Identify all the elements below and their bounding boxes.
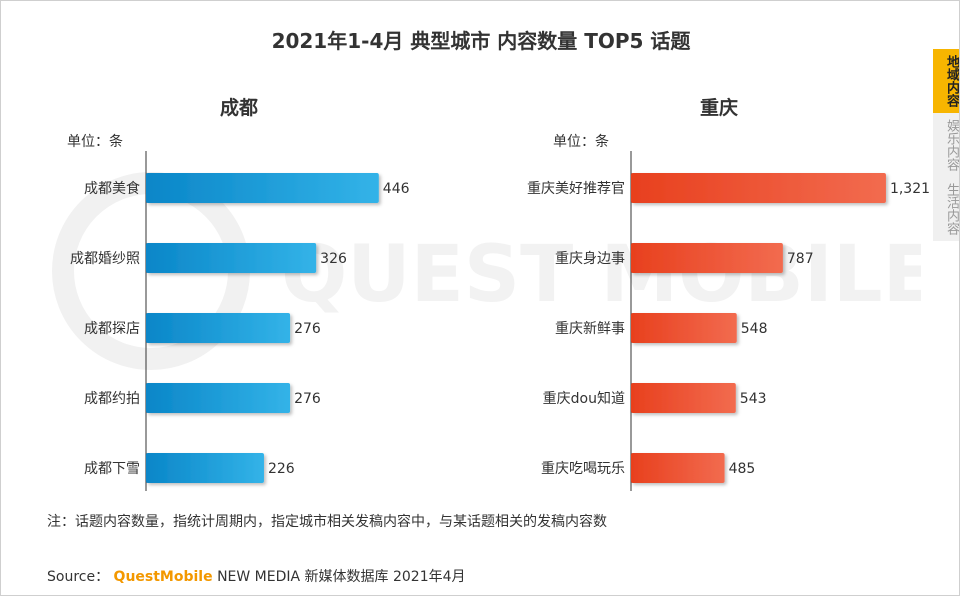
chongqing-value-label: 787 bbox=[787, 251, 814, 267]
chengdu-value-label: 226 bbox=[268, 461, 295, 477]
chongqing-bar bbox=[631, 313, 737, 343]
chengdu-bar bbox=[146, 243, 317, 273]
chengdu-category-label: 成都下雪 bbox=[84, 461, 140, 477]
chongqing-value-label: 485 bbox=[729, 461, 756, 477]
chengdu-bar bbox=[146, 173, 379, 203]
chengdu-unit-label: 单位：条 bbox=[67, 134, 123, 150]
side-nav: 地域内容 娱乐内容 生活内容 bbox=[933, 49, 959, 241]
chengdu-category-label: 成都探店 bbox=[84, 321, 140, 337]
chengdu-category-label: 成都婚纱照 bbox=[70, 251, 140, 267]
chongqing-value-label: 548 bbox=[741, 321, 768, 337]
chengdu-value-label: 446 bbox=[383, 181, 410, 197]
chongqing-category-label: 重庆身边事 bbox=[555, 251, 625, 267]
source-prefix: Source： bbox=[47, 569, 110, 585]
chongqing-value-label: 1,321 bbox=[890, 181, 930, 197]
page-title: 2021年1-4月 典型城市 内容数量 TOP5 话题 bbox=[271, 29, 691, 53]
chongqing-bar bbox=[631, 383, 736, 413]
chengdu-panel-title: 成都 bbox=[220, 97, 259, 119]
chongqing-category-label: 重庆新鲜事 bbox=[555, 321, 625, 337]
chengdu-category-label: 成都美食 bbox=[84, 180, 140, 197]
chongqing-unit-label: 单位：条 bbox=[553, 134, 609, 150]
chengdu-value-label: 326 bbox=[320, 251, 347, 267]
chongqing-bar-chart: 重庆美好推荐官 1,321 重庆身边事 787 重庆新鲜事 548 重庆dou知道 543 重庆… bbox=[527, 151, 930, 491]
source-line: Source： QuestMobile NEW MEDIA 新媒体数据库 202… bbox=[47, 566, 466, 586]
chongqing-category-label: 重庆美好推荐官 bbox=[527, 181, 625, 197]
chengdu-value-label: 276 bbox=[294, 391, 321, 407]
chongqing-bar bbox=[631, 453, 725, 483]
chengdu-category-label: 成都约拍 bbox=[84, 391, 140, 407]
chongqing-bar bbox=[631, 173, 886, 203]
source-brand: QuestMobile bbox=[113, 569, 213, 585]
side-nav-item-life[interactable]: 生活内容 bbox=[933, 177, 959, 241]
chengdu-value-label: 276 bbox=[294, 321, 321, 337]
chengdu-bar bbox=[146, 453, 264, 483]
chongqing-value-label: 543 bbox=[740, 391, 767, 407]
chongqing-panel-title: 重庆 bbox=[700, 97, 739, 119]
chengdu-bar-chart: 成都美食 446 成都婚纱照 326 成都探店 276 成都约拍 276 成都下雪 226 bbox=[70, 151, 410, 491]
footnote: 注：话题内容数量，指统计周期内，指定城市相关发稿内容中，与某话题相关的发稿内容数 bbox=[47, 514, 607, 530]
chengdu-bar bbox=[146, 313, 291, 343]
chongqing-category-label: 重庆吃喝玩乐 bbox=[541, 461, 625, 477]
side-nav-item-entertainment[interactable]: 娱乐内容 bbox=[933, 113, 959, 177]
chongqing-category-label: 重庆dou知道 bbox=[543, 390, 625, 407]
source-rest: NEW MEDIA 新媒体数据库 2021年4月 bbox=[217, 569, 466, 585]
chengdu-bar bbox=[146, 383, 291, 413]
side-nav-item-regional[interactable]: 地域内容 bbox=[933, 49, 959, 113]
chongqing-bar bbox=[631, 243, 783, 273]
